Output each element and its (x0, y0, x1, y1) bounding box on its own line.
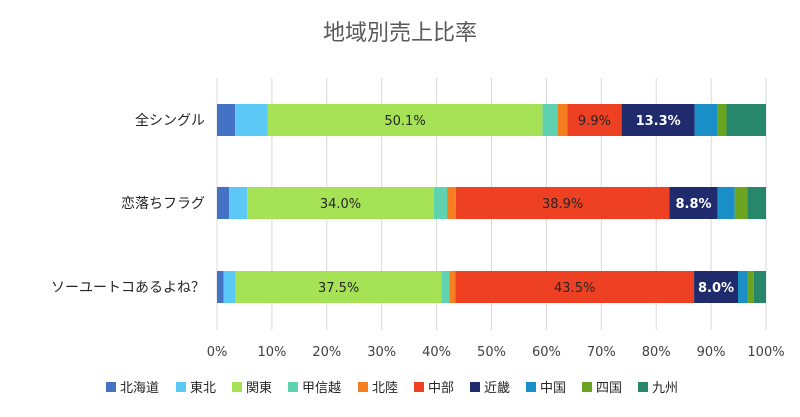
bar-segment (694, 104, 718, 136)
bar-segment (433, 187, 448, 219)
legend-label: 四国 (596, 381, 622, 396)
legend-swatch (526, 382, 536, 392)
x-tick-label: 80% (642, 345, 671, 360)
data-label: 43.5% (554, 281, 595, 296)
x-tick-label: 60% (532, 345, 561, 360)
legend-label: 中国 (540, 381, 566, 396)
x-tick-label: 20% (312, 345, 341, 360)
bar-segment (229, 187, 248, 219)
bar-segment (267, 104, 543, 136)
legend-swatch (414, 382, 424, 392)
bar-segment (567, 104, 622, 136)
legend-swatch (106, 382, 116, 392)
category-label: 恋落ちフラグ (121, 195, 205, 212)
bar-segment (717, 187, 735, 219)
legend-label: 中部 (428, 381, 454, 396)
data-label: 13.3% (636, 114, 681, 129)
category-label: ソーユートコあるよね？ (51, 280, 205, 296)
bars: 50.1% 9.9% 13.3% 34.0% 38.9% 8.8% 37.5% 43.5% 8.… (217, 104, 766, 303)
x-tick-label: 40% (422, 345, 451, 360)
bar-segment (455, 271, 695, 303)
chart-title: 地域別売上比率 (323, 21, 477, 46)
bar-segment (217, 187, 230, 219)
bar-segment (455, 187, 670, 219)
x-tick-label: 0% (207, 345, 228, 360)
x-tick-label: 50% (477, 345, 506, 360)
bar-segment (717, 104, 727, 136)
legend: 北海道 東北 関東 甲信越 北陸 中部 近畿 中国 四国 九州 (106, 380, 678, 396)
bar-segment (447, 187, 456, 219)
bar-segment (738, 271, 748, 303)
legend-swatch (232, 382, 242, 392)
bar-segment (694, 271, 739, 303)
data-label: 34.0% (320, 197, 361, 212)
bar-segment (753, 271, 766, 303)
legend-label: 関東 (246, 380, 272, 396)
bar-segment (449, 271, 456, 303)
bar-segment (726, 104, 766, 136)
x-axis-ticks: 0% 10% 20% 30% 40% 50% 60% 70% 80% 90% 100% (207, 345, 785, 360)
legend-swatch (176, 382, 186, 392)
legend-swatch (288, 382, 298, 392)
legend-swatch (582, 382, 592, 392)
bar-segment (235, 271, 442, 303)
bar-segment (747, 271, 754, 303)
legend-label: 北海道 (120, 381, 159, 396)
data-label: 37.5% (318, 281, 359, 296)
bar-segment (669, 187, 718, 219)
legend-label: 九州 (652, 381, 678, 396)
bar-segment (734, 187, 748, 219)
bar-segment (223, 271, 236, 303)
bar-segment (621, 104, 695, 136)
data-label: 9.9% (578, 114, 611, 129)
data-label: 50.1% (384, 114, 425, 129)
bar-segment (542, 104, 558, 136)
bar-segment (217, 271, 224, 303)
legend-label: 東北 (190, 380, 216, 396)
data-label: 8.8% (676, 197, 712, 212)
data-label: 8.0% (698, 281, 734, 296)
legend-label: 近畿 (484, 381, 510, 396)
legend-label: 北陸 (372, 380, 398, 396)
legend-swatch (358, 382, 368, 392)
x-tick-label: 90% (697, 345, 726, 360)
x-tick-label: 70% (587, 345, 616, 360)
legend-swatch (638, 382, 648, 392)
data-label: 38.9% (542, 197, 583, 212)
bar-segment (217, 104, 236, 136)
legend-label: 甲信越 (302, 381, 341, 396)
bar-segment (235, 104, 268, 136)
bar-segment (557, 104, 568, 136)
x-tick-label: 10% (257, 345, 286, 360)
x-tick-label: 30% (367, 345, 396, 360)
bar-segment (441, 271, 450, 303)
bar-segment (247, 187, 434, 219)
category-label: 全シングル (135, 112, 205, 129)
x-tick-label: 100% (747, 345, 784, 360)
bar-segment (747, 187, 766, 219)
legend-swatch (470, 382, 480, 392)
